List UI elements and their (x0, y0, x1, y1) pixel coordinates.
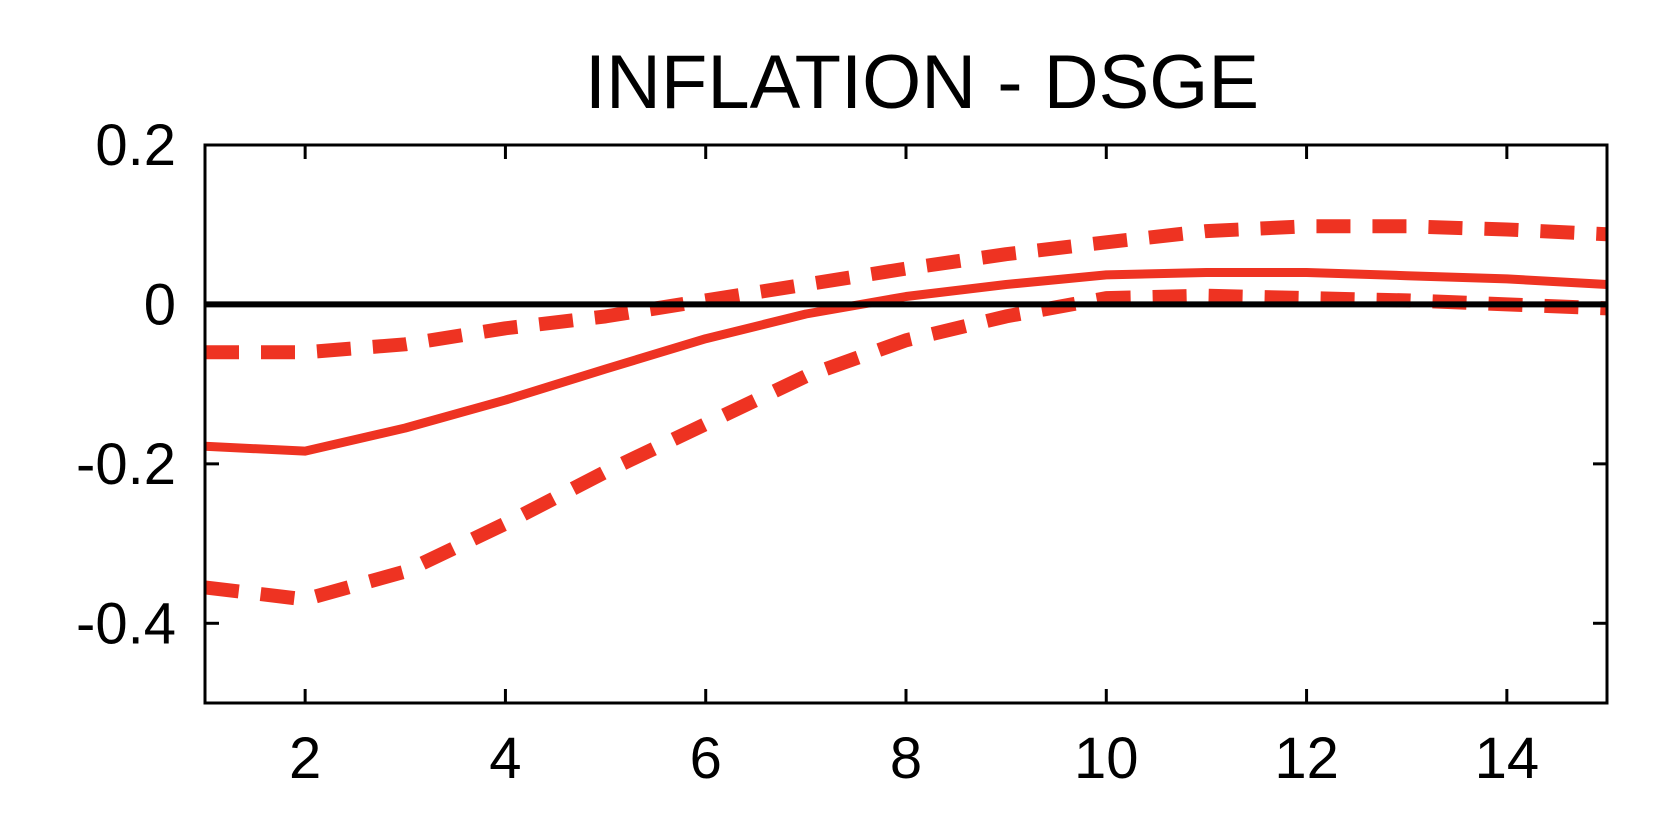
y-tick-label-2: -0.2 (76, 432, 176, 497)
x-tick-label-8: 8 (890, 726, 922, 791)
y-tick-label-3: -0.4 (76, 591, 176, 656)
y-tick-label-0: 0.2 (95, 113, 176, 178)
x-tick-label-4: 4 (489, 726, 521, 791)
axes (203, 143, 1609, 705)
dashed-band-line-1 (205, 219, 1608, 360)
x-tick-label-10: 10 (1074, 726, 1139, 791)
x-tick-label-12: 12 (1274, 726, 1339, 791)
y-tick-label-1: 0 (144, 272, 176, 337)
x-tick-label-2: 2 (289, 726, 321, 791)
x-tick-label-14: 14 (1475, 726, 1540, 791)
chart-title: INFLATION - DSGE (585, 40, 1259, 125)
tick-labels: 2 4 6 8 10 12 14 0.2 0 -0.2 -0.4 (76, 113, 1539, 791)
x-tick-label-6: 6 (690, 726, 722, 791)
dashed-band-line-2 (204, 288, 1608, 607)
series-group (204, 219, 1608, 607)
solid-line-0 (204, 268, 1608, 456)
